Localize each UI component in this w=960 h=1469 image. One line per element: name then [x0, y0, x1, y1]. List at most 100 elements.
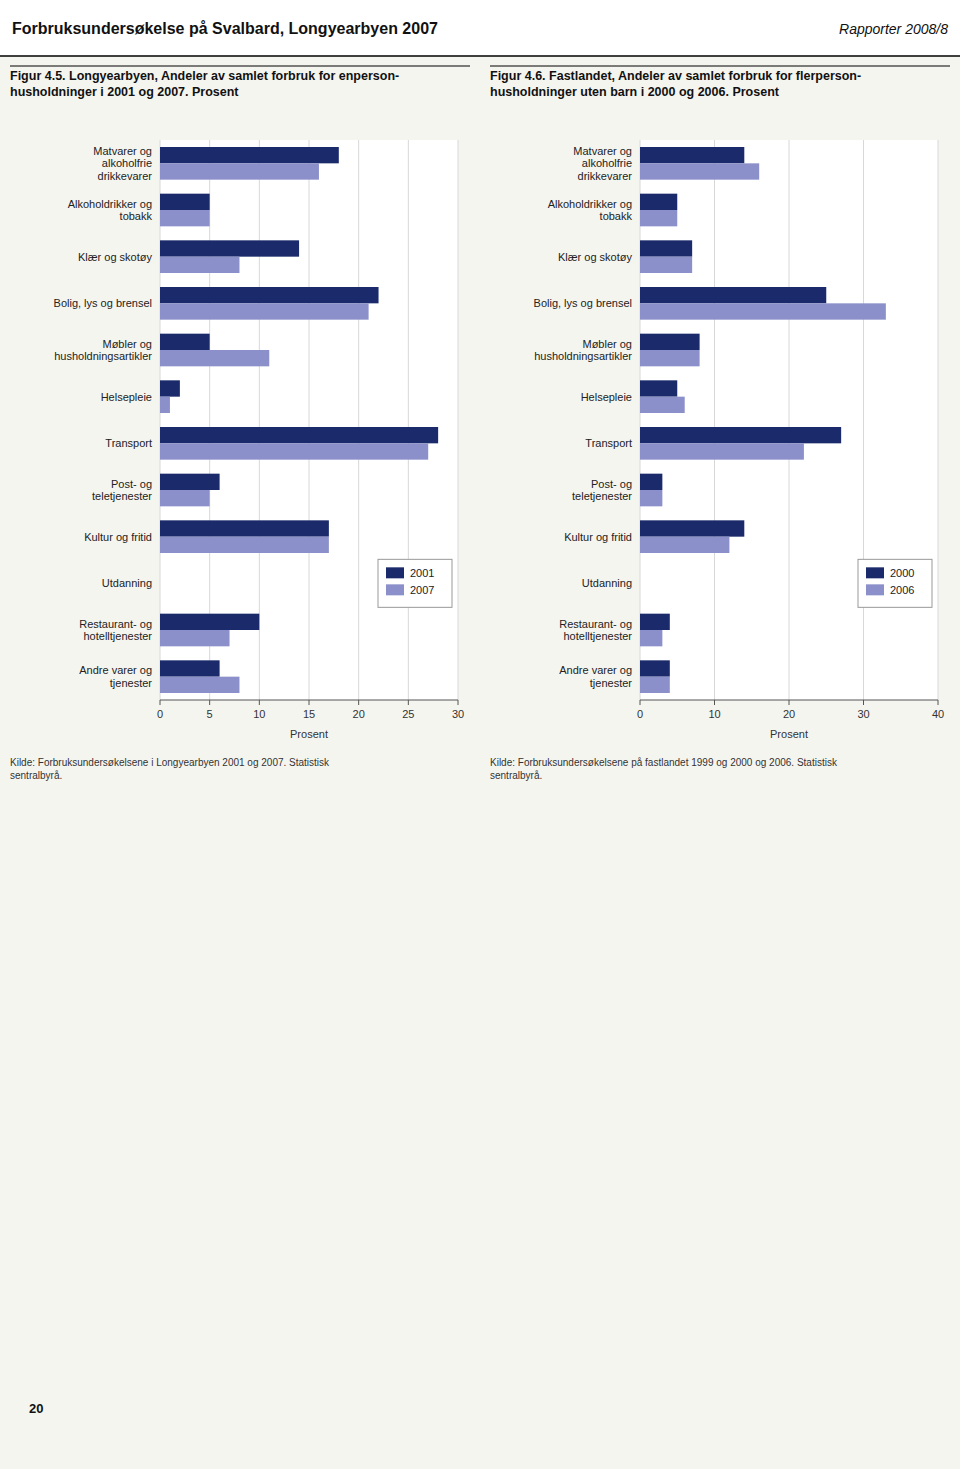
bar — [160, 257, 239, 273]
bar — [640, 490, 662, 506]
tick-label: 5 — [207, 708, 213, 720]
category-label: Bolig, lys og brensel — [54, 297, 152, 309]
tick-label: 20 — [783, 708, 795, 720]
bar — [160, 490, 210, 506]
text-line: husholdningsartikler — [54, 350, 152, 362]
text-line: teletjenester — [572, 490, 632, 502]
legend-swatch — [386, 567, 404, 578]
bar — [160, 614, 259, 630]
bar — [640, 163, 759, 179]
bar — [640, 537, 729, 553]
category-label: Restaurant- oghotelltjenester — [79, 618, 152, 643]
bar — [640, 567, 641, 583]
grid-line — [309, 140, 310, 700]
text-line: sentralbyrå. — [10, 770, 62, 781]
bar — [160, 677, 239, 693]
tick-label: 0 — [637, 708, 643, 720]
text-line: Alkoholdrikker og — [68, 198, 152, 210]
bar — [640, 240, 692, 256]
legend-swatch — [386, 584, 404, 595]
text-line: alkoholfrie — [102, 157, 152, 169]
text-line: husholdninger i 2001 og 2007. Prosent — [10, 85, 239, 99]
bar — [160, 240, 299, 256]
x-axis-line — [640, 700, 938, 701]
title-rule — [10, 66, 470, 67]
text-line: Bolig, lys og brensel — [54, 297, 152, 309]
bar — [160, 287, 379, 303]
bars — [160, 147, 438, 693]
category-label: Møbler oghusholdningsartikler — [534, 338, 632, 363]
bar — [160, 210, 210, 226]
tick-mark — [408, 700, 409, 705]
bar — [160, 427, 438, 443]
text-line: Møbler og — [582, 338, 632, 350]
chart: Figur 4.5. Longyearbyen, Andeler av saml… — [10, 66, 470, 781]
bar — [160, 350, 269, 366]
text-line: tjenester — [590, 677, 633, 689]
x-axis-line — [160, 700, 458, 701]
legend: 20002006 — [858, 559, 932, 607]
text-line: husholdninger uten barn i 2000 og 2006. … — [490, 85, 780, 99]
category-label: Møbler oghusholdningsartikler — [54, 338, 152, 363]
bar — [160, 334, 210, 350]
bar — [640, 660, 670, 676]
tick-mark — [640, 700, 641, 705]
bar — [160, 583, 161, 599]
bar — [640, 303, 886, 319]
legend-frame — [378, 559, 452, 607]
text-line: teletjenester — [92, 490, 152, 502]
tick-mark — [309, 700, 310, 705]
category-label: Kultur og fritid — [84, 531, 152, 543]
tick-mark — [714, 700, 715, 705]
tick-mark — [259, 700, 260, 705]
bar — [640, 194, 677, 210]
text-line: Andre varer og — [79, 664, 152, 676]
bar — [160, 520, 329, 536]
text-line: Matvarer og — [573, 145, 632, 157]
grid-line — [408, 140, 409, 700]
source-note: Kilde: Forbruksundersøkelsene på fastlan… — [490, 757, 838, 781]
plot-background — [640, 140, 938, 700]
grid-line — [863, 140, 864, 700]
category-label: Bolig, lys og brensel — [534, 297, 632, 309]
bar — [640, 677, 670, 693]
category-label: Helsepleie — [581, 391, 632, 403]
tick-label: 20 — [353, 708, 365, 720]
text-line: tjenester — [110, 677, 153, 689]
category-label: Alkoholdrikker ogtobakk — [548, 198, 633, 223]
text-line: Matvarer og — [93, 145, 152, 157]
bars — [640, 147, 886, 693]
bar — [640, 397, 685, 413]
bar — [640, 630, 662, 646]
tick-label: 30 — [452, 708, 464, 720]
tick-label: 0 — [157, 708, 163, 720]
category-label: Helsepleie — [101, 391, 152, 403]
text-line: Figur 4.6. Fastlandet, Andeler av samlet… — [490, 69, 861, 83]
bar — [640, 147, 744, 163]
tick-label: 15 — [303, 708, 315, 720]
text-line: Helsepleie — [581, 391, 632, 403]
page: Forbruksundersøkelse på Svalbard, Longye… — [0, 0, 960, 1469]
axis-label: Prosent — [770, 728, 808, 740]
text-line: Restaurant- og — [79, 618, 152, 630]
text-line: Klær og skotøy — [558, 251, 632, 263]
category-label: Matvarer ogalkoholfriedrikkevarer — [93, 145, 152, 182]
tick-mark — [160, 700, 161, 705]
bar — [160, 567, 161, 583]
text-line: Kilde: Forbruksundersøkelsene i Longyear… — [10, 757, 330, 768]
text-line: Figur 4.5. Longyearbyen, Andeler av saml… — [10, 69, 399, 83]
bar — [640, 443, 804, 459]
legend-label: 2000 — [890, 567, 914, 579]
legend: 20012007 — [378, 559, 452, 607]
bar — [640, 583, 641, 599]
text-line: Post- og — [111, 478, 152, 490]
category-label: Alkoholdrikker ogtobakk — [68, 198, 153, 223]
axis-label: Prosent — [290, 728, 328, 740]
bar — [160, 147, 339, 163]
text-line: Kultur og fritid — [84, 531, 152, 543]
bar — [160, 630, 230, 646]
text-line: Kultur og fritid — [564, 531, 632, 543]
bar — [640, 210, 677, 226]
plot-background — [160, 140, 458, 700]
text-line: sentralbyrå. — [490, 770, 542, 781]
